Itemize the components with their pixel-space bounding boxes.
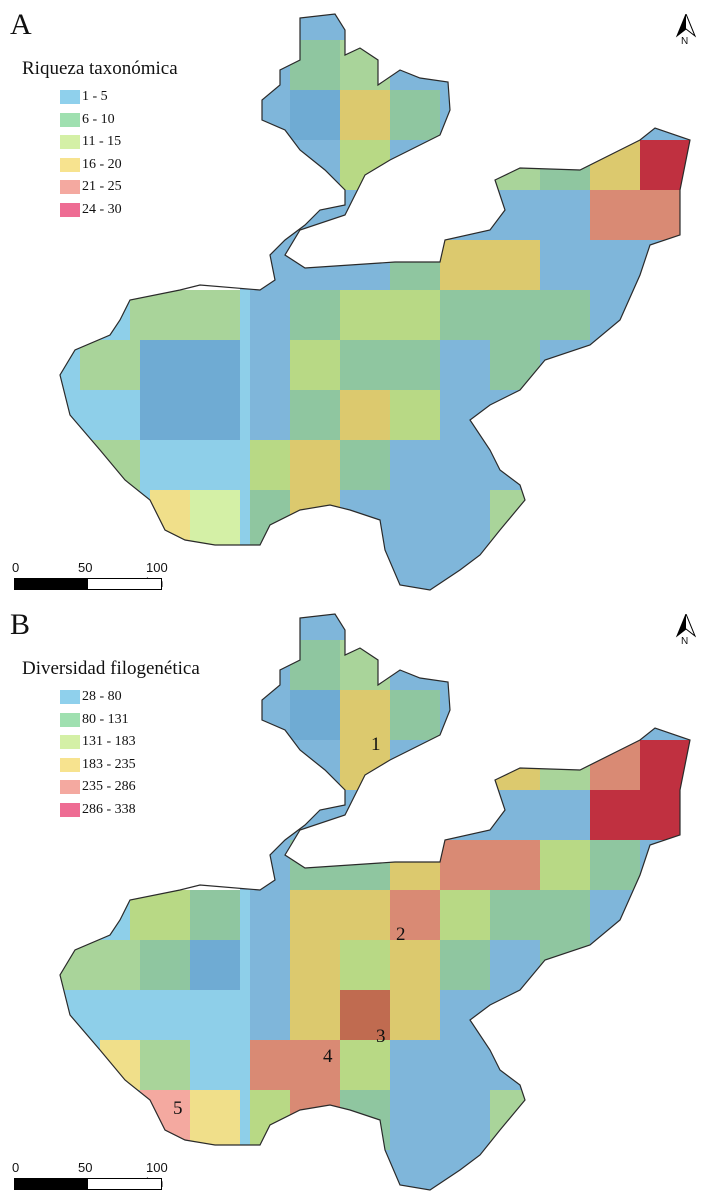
legend-swatch (60, 112, 80, 127)
legend-swatch (60, 802, 80, 817)
scale-label-50-b: 50 (78, 1160, 93, 1175)
legend-label: 21 - 25 (82, 179, 122, 194)
legend-label: 1 - 5 (82, 89, 108, 104)
legend-b: Diversidad filogenética 28 - 80 80 - 131 1… (22, 658, 200, 821)
region-boundary-a (59, 13, 691, 591)
scale-bar-b: 0 50 100 km (12, 1160, 184, 1196)
legend-label: 235 - 286 (82, 779, 136, 794)
scale-label-50-a: 50 (78, 560, 93, 575)
legend-item: 235 - 286 (22, 776, 200, 799)
scale-bar-a: 0 50 100 km (12, 560, 184, 596)
legend-item: 24 - 30 (22, 199, 178, 222)
legend-title-b: Diversidad filogenética (22, 658, 200, 679)
grid-cells-b-west (60, 890, 250, 1160)
legend-label: 11 - 15 (82, 134, 122, 149)
map-b: 1 2 3 4 5 (59, 613, 691, 1191)
legend-items-b: 28 - 80 80 - 131 131 - 183 183 - 235 235 - 2… (22, 686, 200, 821)
legend-swatch (60, 735, 80, 749)
legend-item: 28 - 80 (22, 686, 200, 709)
panel-letter-b: B (10, 608, 31, 641)
site-label-3: 3 (376, 1026, 386, 1047)
legend-item: 183 - 235 (22, 754, 200, 777)
north-label-a: N (681, 36, 689, 47)
legend-item: 131 - 183 (22, 731, 200, 754)
site-label-1: 1 (371, 734, 381, 755)
panel-letter-a: A (10, 8, 32, 41)
map-a (59, 13, 691, 591)
scale-bar-body-a (14, 578, 162, 590)
scale-label-0-b: 0 (12, 1160, 20, 1175)
legend-label: 16 - 20 (82, 156, 122, 172)
legend-swatch (60, 135, 80, 149)
legend-swatch (60, 157, 80, 172)
legend-item: 286 - 338 (22, 799, 200, 822)
grid-cells-a-west (60, 290, 250, 560)
legend-item: 1 - 5 (22, 86, 178, 109)
legend-item: 6 - 10 (22, 109, 178, 132)
site-label-2: 2 (396, 924, 406, 945)
north-arrow-icon: N (675, 612, 697, 650)
legend-a: Riqueza taxonómica 1 - 5 6 - 10 11 - 15 16 … (22, 58, 178, 221)
legend-item: 21 - 25 (22, 176, 178, 199)
legend-label: 24 - 30 (82, 201, 122, 217)
legend-swatch (60, 780, 80, 794)
legend-items-a: 1 - 5 6 - 10 11 - 15 16 - 20 21 - 25 24 - 30 (22, 86, 178, 221)
legend-label: 28 - 80 (82, 689, 122, 704)
region-boundary-b (59, 613, 691, 1191)
grid-cells-a (240, 14, 690, 590)
grid-cells-b (240, 614, 690, 1190)
legend-swatch (60, 757, 80, 772)
legend-item: 16 - 20 (22, 154, 178, 177)
legend-label: 183 - 235 (82, 756, 136, 772)
legend-label: 6 - 10 (82, 111, 115, 127)
scale-label-0-a: 0 (12, 560, 20, 575)
legend-label: 286 - 338 (82, 801, 136, 817)
legend-label: 80 - 131 (82, 711, 129, 727)
north-arrow-icon: N (675, 12, 697, 50)
site-label-4: 4 (323, 1046, 333, 1067)
scale-bar-body-b (14, 1178, 162, 1190)
legend-label: 131 - 183 (82, 734, 136, 749)
north-label-b: N (681, 636, 689, 647)
legend-swatch (60, 202, 80, 217)
legend-swatch (60, 180, 80, 194)
legend-item: 80 - 131 (22, 709, 200, 732)
legend-swatch (60, 712, 80, 727)
legend-swatch (60, 90, 80, 104)
legend-swatch (60, 690, 80, 704)
legend-title-a: Riqueza taxonómica (22, 58, 178, 79)
legend-item: 11 - 15 (22, 131, 178, 154)
map-panel-b: 1 2 3 4 5 B Diversidad filogenética 28 -… (0, 600, 717, 1200)
site-label-5: 5 (173, 1098, 183, 1119)
